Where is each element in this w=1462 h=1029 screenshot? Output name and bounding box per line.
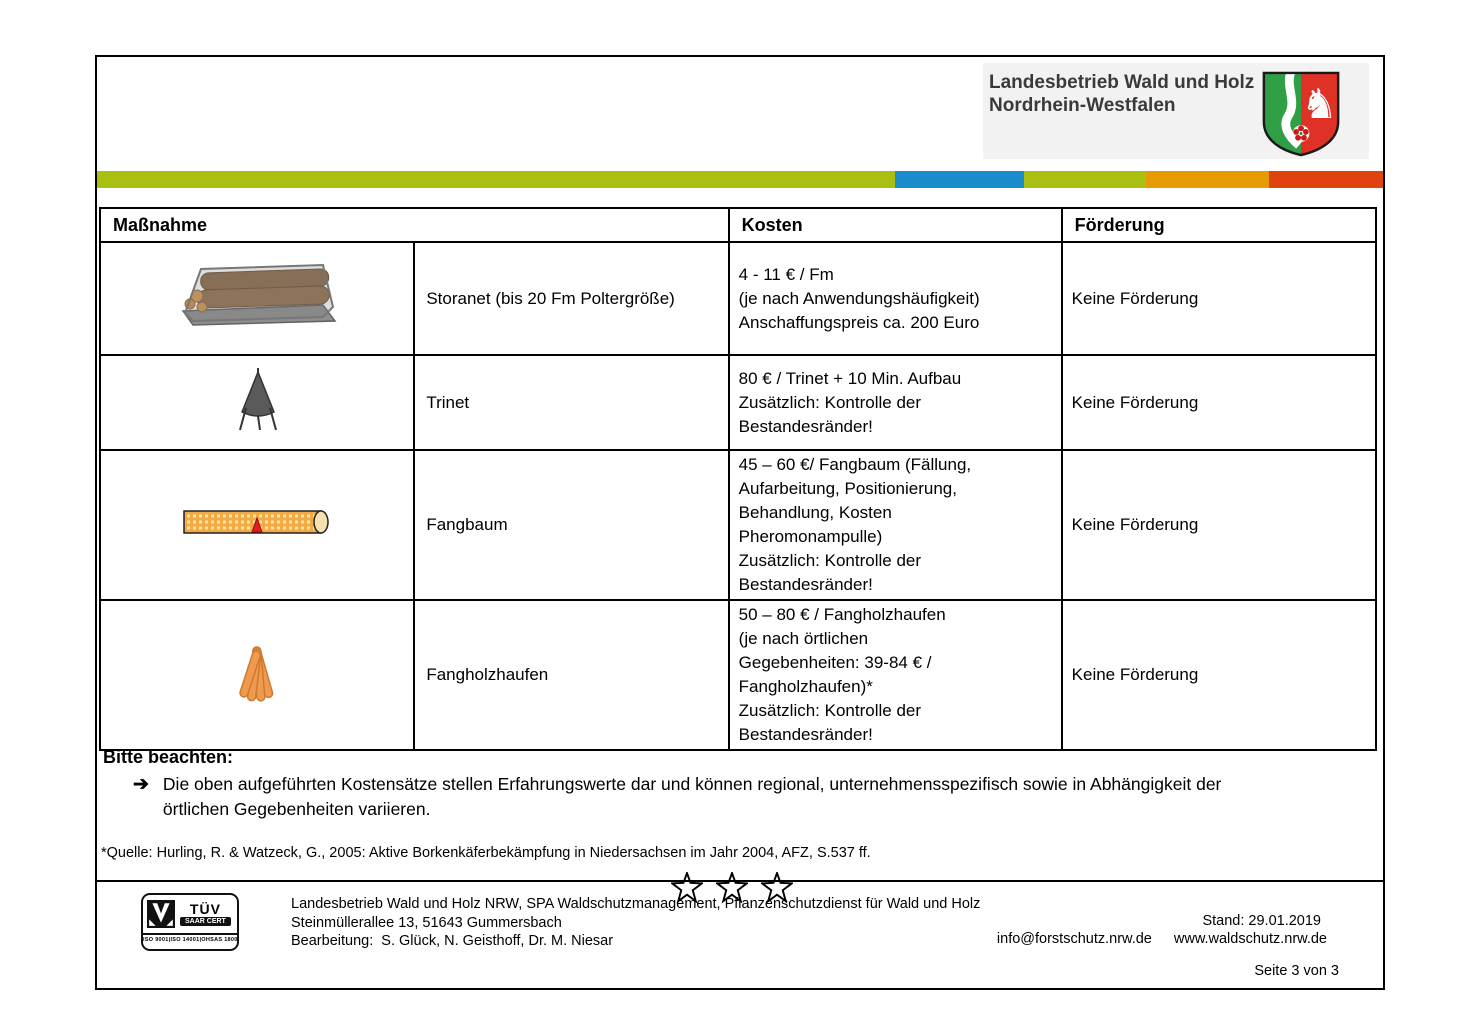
brand-color-stripe [97, 171, 1383, 188]
stripe-segment-blue [895, 171, 1024, 188]
measure-funding: Keine Förderung [1060, 449, 1378, 601]
measure-label: Fangbaum [413, 449, 730, 601]
footer-divider [97, 880, 1383, 882]
measure-cost: 80 € / Trinet + 10 Min. Aufbau Zusätzlic… [727, 354, 1063, 451]
org-title-line1: Landesbetrieb Wald und Holz [989, 72, 1255, 93]
storanet-covered-log-pile-icon [181, 263, 337, 326]
column-header-foerderung: Förderung [1060, 207, 1378, 243]
measures-table: Maßnahme Kosten Förderung Storanet ( [98, 207, 1378, 751]
notes-heading: Bitte beachten: [103, 747, 234, 767]
trinet-tripod-net-icon [239, 368, 278, 431]
fangholzhaufen-leaning-logs-icon [239, 645, 274, 702]
org-title: Landesbetrieb Wald und Holz Nordrhein-Wes… [989, 71, 1254, 117]
measure-funding: Keine Förderung [1060, 241, 1378, 356]
contact-line: info@forstschutz.nrw.de www.waldschutz.nr… [997, 931, 1327, 947]
star-icon [671, 872, 703, 904]
column-header-massnahme: Maßnahme [99, 207, 730, 243]
page-number: Seite 3 von 3 [1254, 963, 1339, 979]
tuv-cert-badge: TÜV SAAR CERT ISO 9001|ISO 14001|OHSAS 1… [141, 893, 239, 951]
tuv-cert-label: SAAR CERT [180, 917, 231, 926]
fangbaum-image-cell [98, 449, 416, 601]
document-page: Landesbetrieb Wald und Holz Nordrhein-Wes… [95, 55, 1385, 990]
tuv-badge-top: TÜV SAAR CERT [143, 895, 237, 933]
measure-funding: Keine Förderung [1060, 599, 1378, 751]
stand-date: Stand: 29.01.2019 [1202, 913, 1321, 929]
measure-cost: 4 - 11 € / Fm (je nach Anwendungshäufigk… [727, 241, 1063, 356]
contact-website: www.waldschutz.nrw.de [1173, 931, 1327, 947]
table-row-storanet: Storanet (bis 20 Fm Poltergröße) 4 - 11 … [98, 241, 1378, 356]
storanet-image-cell [98, 241, 416, 356]
tuv-labels: TÜV SAAR CERT [180, 902, 231, 926]
source-footnote: *Quelle: Hurling, R. & Watzeck, G., 2005… [101, 845, 871, 861]
measure-label: Fangholzhaufen [413, 599, 730, 751]
table-row-trinet: Trinet 80 € / Trinet + 10 Min. Aufbau Zu… [98, 354, 1378, 451]
stripe-segment-orange [1146, 171, 1269, 188]
table-header-row: Maßnahme Kosten Förderung [99, 207, 1378, 243]
star-icon [761, 872, 793, 904]
measure-label: Storanet (bis 20 Fm Poltergröße) [413, 241, 730, 356]
note-text: Die oben aufgeführten Kostensätze stelle… [162, 774, 1222, 819]
org-title-line2: Nordrhein-Westfalen [989, 95, 1176, 116]
star-icon [716, 872, 748, 904]
trinet-image-cell [98, 354, 416, 451]
arrow-bullet-icon: ➔ [133, 774, 149, 795]
table-row-fangholzhaufen: Fangholzhaufen 50 – 80 € / Fangholzhaufe… [98, 599, 1378, 751]
table-row-fangbaum: Fangbaum 45 – 60 €/ Fangbaum (Fällung, A… [98, 449, 1378, 601]
fangbaum-trap-log-icon [183, 509, 329, 534]
tuv-iso-line: ISO 9001|ISO 14001|OHSAS 18001 [143, 933, 237, 943]
fangholzhaufen-image-cell [98, 599, 416, 751]
stripe-segment-green-2 [1024, 171, 1146, 188]
contact-email: info@forstschutz.nrw.de [996, 931, 1152, 947]
header: Landesbetrieb Wald und Holz Nordrhein-Wes… [983, 63, 1369, 159]
nrw-coat-of-arms-icon: ♞ [1262, 71, 1340, 157]
footer-address: Landesbetrieb Wald und Holz NRW, SPA Wal… [291, 896, 981, 949]
stripe-segment-green [97, 171, 895, 188]
stars-row [671, 872, 793, 904]
column-header-kosten: Kosten [727, 207, 1063, 243]
tuv-mark-icon [147, 900, 175, 928]
measure-cost: 45 – 60 €/ Fangbaum (Fällung, Aufarbeitu… [727, 449, 1063, 601]
tuv-name: TÜV [189, 901, 221, 917]
note-bullet: ➔ Die oben aufgeführten Kostensätze stel… [133, 772, 1283, 822]
measure-cost: 50 – 80 € / Fangholzhaufen (je nach örtl… [727, 599, 1063, 751]
stripe-segment-red [1269, 171, 1383, 188]
measure-label: Trinet [413, 354, 730, 451]
svg-text:♞: ♞ [1301, 80, 1338, 128]
measure-funding: Keine Förderung [1060, 354, 1378, 451]
